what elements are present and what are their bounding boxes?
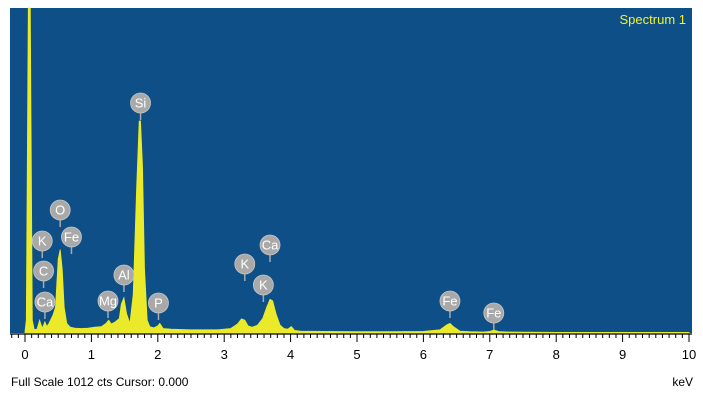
peak-label-badge <box>439 290 461 312</box>
x-tick-label: 9 <box>619 347 626 362</box>
status-full-scale: Full Scale 1012 cts Cursor: 0.000 <box>11 375 189 389</box>
spectrum-series-area <box>24 7 690 334</box>
x-tick-label: 5 <box>353 347 360 362</box>
peak-label-text: Fe <box>442 294 457 309</box>
peak-label-text: Ca <box>262 238 279 253</box>
x-tick-label: 8 <box>553 347 560 362</box>
peak-label-text: Fe <box>486 306 501 321</box>
peak-label-k: K <box>234 253 256 281</box>
peak-label-text: K <box>259 278 268 293</box>
peak-label-ca: Ca <box>259 234 281 262</box>
peak-label-badge <box>130 92 151 114</box>
peak-label-text: Fe <box>64 230 79 245</box>
peak-label-k: K <box>31 230 53 258</box>
peak-label-si: Si <box>130 92 151 120</box>
x-tick-label: 7 <box>486 347 493 362</box>
peak-label-text: C <box>39 264 48 279</box>
peak-label-text: Al <box>118 268 130 283</box>
x-tick-label: 2 <box>154 347 161 362</box>
peak-label-p: P <box>148 292 169 320</box>
x-tick-label: 4 <box>287 347 294 362</box>
peak-label-ca: Ca <box>34 291 56 319</box>
x-tick-label: 6 <box>420 347 427 362</box>
x-tick-label: 3 <box>221 347 228 362</box>
plot-background <box>10 8 692 333</box>
peak-label-badge <box>259 234 281 256</box>
x-tick-label: 10 <box>682 347 696 362</box>
peak-label-badge <box>61 226 82 248</box>
peak-label-c: C <box>33 260 54 288</box>
peak-label-badge <box>49 199 71 221</box>
peak-label-badge <box>31 230 53 252</box>
peak-label-fe: Fe <box>483 302 505 330</box>
peak-label-text: K <box>38 234 47 249</box>
peak-label-k: K <box>252 274 274 302</box>
peak-label-badge <box>483 302 505 324</box>
peak-label-badge <box>34 291 56 313</box>
peak-label-text: P <box>154 296 163 311</box>
status-unit-label: keV <box>672 375 693 389</box>
x-tick-label: 1 <box>88 347 95 362</box>
peak-label-badge <box>113 264 135 286</box>
peak-label-badge <box>97 290 119 312</box>
peak-label-al: Al <box>113 264 135 292</box>
peak-label-text: O <box>55 203 65 218</box>
series-title: Spectrum 1 <box>620 12 686 27</box>
peak-label-badge <box>234 253 256 275</box>
peak-label-o: O <box>49 199 71 227</box>
peak-label-badge <box>252 274 274 296</box>
peak-label-badge <box>33 260 54 282</box>
peak-label-text: Si <box>135 96 147 111</box>
x-tick-label: 0 <box>21 347 28 362</box>
peak-label-text: Mg <box>99 294 117 309</box>
peak-label-mg: Mg <box>97 290 119 318</box>
peak-label-fe: Fe <box>439 290 461 318</box>
peak-label-fe: Fe <box>61 226 82 254</box>
peak-label-text: K <box>240 257 249 272</box>
peak-label-badge <box>148 292 169 314</box>
x-axis-ticks: 0 1 2 3 4 5 6 7 8 9 10 <box>11 334 696 362</box>
peak-label-text: Ca <box>37 295 54 310</box>
